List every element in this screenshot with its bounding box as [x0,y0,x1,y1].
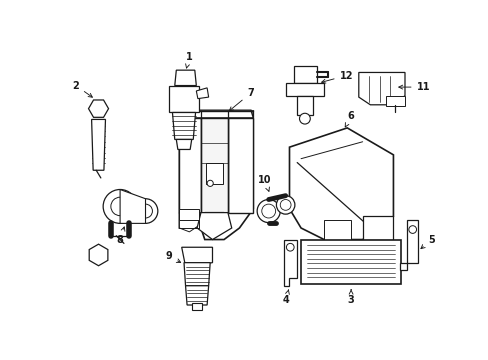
Polygon shape [385,95,404,106]
Polygon shape [197,213,231,239]
Text: 11: 11 [398,82,429,92]
Bar [205,163,222,184]
Polygon shape [179,110,253,118]
Circle shape [286,243,293,251]
Polygon shape [362,216,393,239]
Polygon shape [285,83,324,95]
Circle shape [111,197,129,216]
Text: 6: 6 [345,111,354,127]
Polygon shape [179,118,201,213]
Polygon shape [88,100,108,117]
Polygon shape [179,111,253,239]
Bar [324,220,350,239]
Polygon shape [183,263,210,286]
Polygon shape [204,213,224,239]
Text: 7: 7 [229,88,253,111]
Circle shape [276,195,294,214]
Polygon shape [182,247,212,266]
Polygon shape [201,118,227,213]
Polygon shape [196,88,208,99]
Circle shape [103,189,137,223]
Circle shape [261,204,275,218]
Polygon shape [179,213,201,232]
Polygon shape [176,139,191,149]
Polygon shape [168,86,199,112]
Text: 8: 8 [117,227,124,244]
Polygon shape [289,128,393,239]
Text: 2: 2 [72,81,92,97]
Circle shape [408,226,416,233]
Bar [191,303,202,310]
Bar [293,66,317,83]
Circle shape [133,199,158,223]
Circle shape [138,204,152,218]
Polygon shape [179,209,199,220]
Polygon shape [227,118,253,213]
Text: 1: 1 [185,52,192,68]
Circle shape [257,199,280,222]
Text: 12: 12 [321,71,352,83]
Polygon shape [284,239,297,286]
Text: 3: 3 [347,290,354,305]
Circle shape [207,180,213,186]
Circle shape [280,199,290,210]
Text: 4: 4 [282,290,289,305]
Polygon shape [120,189,145,223]
Polygon shape [399,220,417,270]
Polygon shape [89,244,108,266]
Polygon shape [91,120,105,170]
Text: 5: 5 [420,235,434,249]
Polygon shape [174,70,196,86]
Polygon shape [172,112,195,139]
Text: 9: 9 [165,252,180,262]
Circle shape [299,113,310,124]
Bar [301,239,400,284]
Polygon shape [185,286,208,305]
Polygon shape [358,72,404,105]
Text: 10: 10 [258,175,271,192]
Bar [297,95,312,115]
